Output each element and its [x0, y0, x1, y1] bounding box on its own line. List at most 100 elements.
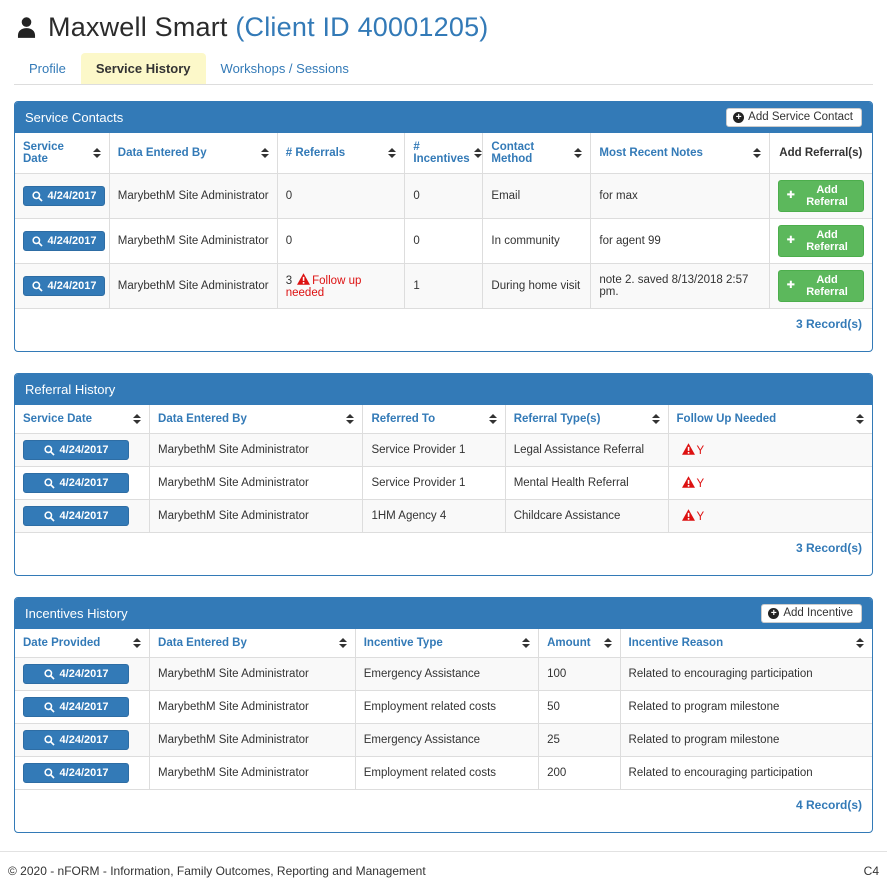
incentive-reason-cell: Related to encouraging participation — [620, 657, 872, 691]
notes-cell: for max — [590, 173, 770, 219]
column-header-data-entered-by[interactable]: Data Entered By — [109, 133, 278, 174]
column-header-service-date[interactable]: Service Date — [15, 133, 110, 174]
entered-by-cell: MarybethM Site Administrator — [109, 218, 278, 264]
add-incentive-button[interactable]: + Add Incentive — [761, 604, 862, 623]
entered-by-cell: MarybethM Site Administrator — [149, 466, 364, 500]
column-header-referral-types[interactable]: Referral Type(s) — [505, 405, 669, 434]
column-header-service-date[interactable]: Service Date — [15, 405, 151, 434]
add-referral-cell: ✚ Add Referral — [769, 218, 872, 264]
search-icon — [43, 444, 55, 456]
incentive-type-cell: Employment related costs — [355, 690, 540, 724]
page: Maxwell Smart (Client ID 40001205) Profi… — [14, 12, 873, 833]
service-date-cell: 4/24/2017 — [15, 499, 151, 533]
add-service-contact-label: Add Service Contact — [748, 111, 853, 123]
entered-by-cell: MarybethM Site Administrator — [149, 723, 356, 757]
service-date-cell: 4/24/2017 — [15, 173, 110, 219]
column-label: Most Recent Notes — [599, 147, 703, 159]
view-record-button[interactable]: 4/24/2017 — [23, 730, 129, 750]
panel-padding — [15, 820, 872, 832]
entered-by-cell: MarybethM Site Administrator — [149, 433, 364, 467]
service-date-cell: 4/24/2017 — [15, 756, 151, 790]
column-label: # Incentives — [413, 141, 470, 165]
incentive-row: 4/24/2017 MarybethM Site Administrator Eme… — [15, 657, 872, 691]
date-label: 4/24/2017 — [47, 235, 97, 247]
plus-icon: ✚ — [786, 235, 796, 246]
column-header-most-recent-notes[interactable]: Most Recent Notes — [590, 133, 770, 174]
service-contacts-panel: Service Contacts + Add Service Contact S… — [14, 101, 873, 352]
column-header-contact-method[interactable]: Contact Method — [482, 133, 592, 174]
view-record-button[interactable]: 4/24/2017 — [23, 231, 105, 251]
site-footer: © 2020 - nFORM - Information, Family Out… — [0, 851, 887, 892]
entered-by-cell: MarybethM Site Administrator — [149, 499, 364, 533]
incentives-cell: 0 — [404, 173, 484, 219]
view-record-button[interactable]: 4/24/2017 — [23, 276, 105, 296]
column-header-incentive-type[interactable]: Incentive Type — [355, 629, 540, 658]
sort-icon — [338, 638, 347, 648]
incentive-row: 4/24/2017 MarybethM Site Administrator Emp… — [15, 690, 872, 724]
warning-icon — [681, 443, 695, 455]
view-record-button[interactable]: 4/24/2017 — [23, 506, 129, 526]
column-header-referrals[interactable]: # Referrals — [277, 133, 406, 174]
view-record-button[interactable]: 4/24/2017 — [23, 186, 105, 206]
user-icon — [17, 17, 36, 38]
amount-cell: 200 — [538, 756, 621, 790]
view-record-button[interactable]: 4/24/2017 — [23, 763, 129, 783]
service-date-cell: 4/24/2017 — [15, 433, 151, 467]
contact-method-cell: Email — [482, 173, 592, 219]
column-label: Referral Type(s) — [513, 413, 601, 425]
referral-count: 0 — [285, 235, 293, 247]
column-label: Incentive Reason — [628, 637, 724, 649]
view-record-button[interactable]: 4/24/2017 — [23, 473, 129, 493]
plus-icon: ✚ — [786, 280, 796, 291]
referral-row: 4/24/2017 MarybethM Site Administrator Ser… — [15, 466, 872, 500]
warning-icon — [681, 476, 695, 488]
view-record-button[interactable]: 4/24/2017 — [23, 664, 129, 684]
record-count: 4 Record(s) — [795, 798, 862, 812]
referral-history-table: Service Date Data Entered By Referred To… — [15, 405, 872, 563]
add-service-contact-button[interactable]: + Add Service Contact — [726, 108, 862, 127]
column-label: Follow Up Needed — [676, 413, 777, 425]
column-header-data-entered-by[interactable]: Data Entered By — [149, 629, 356, 658]
referral-type-cell: Legal Assistance Referral — [505, 433, 669, 467]
search-icon — [43, 734, 55, 746]
date-label: 4/24/2017 — [47, 190, 97, 202]
header-row: Date Provided Data Entered By Incentive … — [15, 629, 872, 658]
column-label: Data Entered By — [158, 413, 247, 425]
view-record-button[interactable]: 4/24/2017 — [23, 440, 129, 460]
tab-profile[interactable]: Profile — [29, 61, 66, 76]
referral-type-cell: Childcare Assistance — [505, 499, 669, 533]
amount-cell: 100 — [538, 657, 621, 691]
follow-up-cell: Y — [668, 466, 872, 500]
sort-icon — [92, 148, 101, 158]
add-referral-button[interactable]: ✚ Add Referral — [777, 225, 864, 257]
entered-by-cell: MarybethM Site Administrator — [109, 263, 278, 309]
tab-service-history[interactable]: Service History — [80, 53, 206, 84]
notes-cell: for agent 99 — [590, 218, 770, 264]
client-header: Maxwell Smart (Client ID 40001205) — [14, 12, 873, 43]
referred-to-cell: Service Provider 1 — [362, 433, 506, 467]
sort-icon — [522, 638, 531, 648]
view-record-button[interactable]: 4/24/2017 — [23, 697, 129, 717]
tab-workshops-sessions[interactable]: Workshops / Sessions — [220, 61, 349, 76]
column-header-follow-up-needed[interactable]: Follow Up Needed — [668, 405, 872, 434]
sort-icon — [856, 414, 864, 424]
sort-icon — [388, 148, 397, 158]
amount-cell: 25 — [538, 723, 621, 757]
search-icon — [31, 190, 43, 202]
column-header-referred-to[interactable]: Referred To — [362, 405, 506, 434]
column-header-amount[interactable]: Amount — [538, 629, 621, 658]
add-referral-cell: ✚ Add Referral — [769, 173, 872, 219]
contact-method-cell: In community — [482, 218, 592, 264]
date-label: 4/24/2017 — [59, 734, 109, 746]
sort-icon — [603, 638, 612, 648]
column-header-incentives[interactable]: # Incentives — [404, 133, 484, 174]
column-header-incentive-reason[interactable]: Incentive Reason — [620, 629, 872, 658]
column-header-data-entered-by[interactable]: Data Entered By — [149, 405, 364, 434]
sort-icon — [856, 638, 864, 648]
service-contact-row: 4/24/2017 MarybethM Site Administrator 0 0 E… — [15, 173, 872, 219]
add-referral-button[interactable]: ✚ Add Referral — [777, 270, 864, 302]
add-referral-button[interactable]: ✚ Add Referral — [777, 180, 864, 212]
plus-circle-icon: + — [733, 111, 745, 123]
search-icon — [43, 767, 55, 779]
column-header-date-provided[interactable]: Date Provided — [15, 629, 151, 658]
